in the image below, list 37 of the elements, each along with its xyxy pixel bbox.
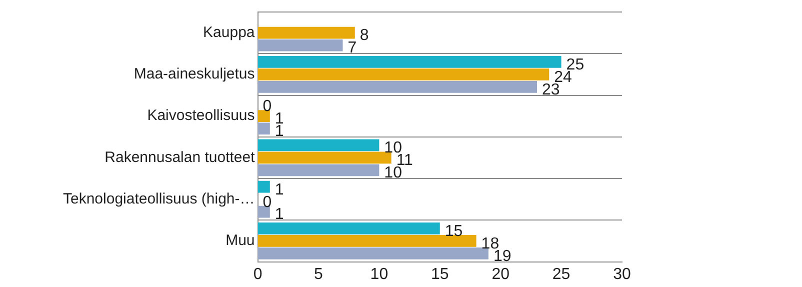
x-tick-label: 30: [613, 266, 631, 283]
bar: [258, 248, 488, 260]
bar: [258, 222, 440, 234]
x-tick-label: 25: [552, 266, 570, 283]
bar: [258, 68, 550, 80]
y-tick-label: Maa-aineskuljetus: [134, 66, 255, 83]
data-label: 8: [360, 27, 369, 44]
bar: [258, 152, 392, 164]
bar: [258, 180, 270, 193]
x-tick-label: 20: [492, 266, 510, 283]
bar: [258, 26, 355, 39]
y-tick-label: Muu: [226, 232, 255, 250]
bar: [258, 39, 343, 52]
y-tick-label: Teknologiateollisuus (high-…: [62, 190, 255, 208]
data-label: 0: [262, 194, 272, 211]
bar: [258, 56, 562, 68]
data-label: 19: [493, 248, 512, 265]
data-label: 1: [274, 122, 284, 140]
bar: [258, 164, 380, 176]
bar: [258, 110, 270, 122]
x-tick-label: 5: [314, 266, 324, 283]
data-label: 10: [384, 164, 402, 182]
y-tick-label: Kauppa: [203, 24, 256, 41]
data-label: 7: [348, 40, 357, 57]
bar: [258, 81, 538, 93]
bar: [258, 122, 270, 135]
bar: [258, 139, 380, 152]
data-label: 1: [274, 181, 284, 198]
y-tick-label: Rakennusalan tuotteet: [104, 148, 256, 166]
x-tick-label: 0: [253, 266, 262, 283]
bar: [258, 235, 476, 247]
y-tick-label: Kaivosteollisuus: [147, 107, 255, 124]
x-tick-label: 15: [430, 266, 449, 283]
data-label: 1: [274, 206, 284, 224]
bar: [258, 206, 270, 218]
data-label: 23: [542, 81, 560, 98]
x-tick-label: 10: [370, 266, 388, 283]
